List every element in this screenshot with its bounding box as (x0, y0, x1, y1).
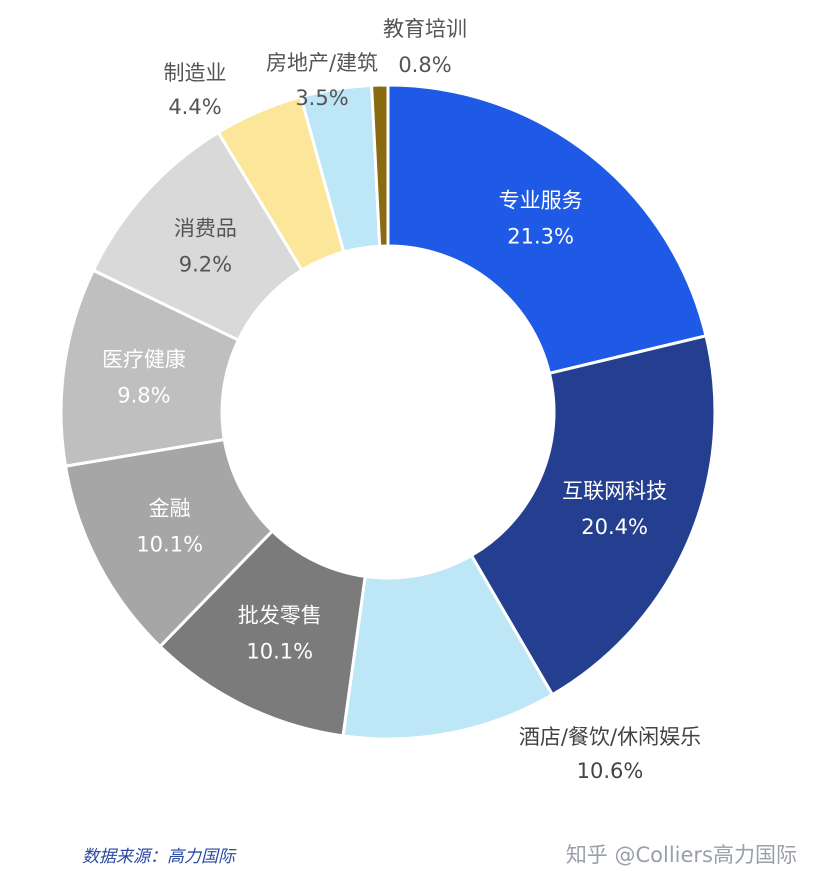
slice-category-label: 消费品 (174, 216, 237, 240)
slice-category-label: 互联网科技 (562, 479, 667, 503)
source-note: 数据来源：高力国际 (82, 847, 235, 867)
slice-category-label: 专业服务 (499, 188, 583, 212)
slice-value-label: 10.1% (246, 639, 313, 663)
slice-category-label: 医疗健康 (102, 347, 186, 371)
slice-value-label: 20.4% (581, 515, 648, 539)
donut-slice-0 (386, 83, 708, 376)
slice-value-label: 10.1% (136, 532, 203, 556)
slice-value-label: 10.6% (577, 759, 644, 783)
slice-category-label: 房地产/建筑 (266, 51, 378, 75)
slice-category-label: 批发零售 (238, 603, 322, 627)
watermark: 知乎 @Colliers高力国际 (565, 843, 797, 867)
slice-value-label: 21.3% (507, 224, 574, 248)
donut-slice-9 (370, 83, 390, 248)
slice-category-label: 教育培训 (383, 17, 467, 41)
slice-value-label: 4.4% (168, 95, 221, 119)
slice-value-label: 0.8% (398, 53, 451, 77)
slice-value-label: 3.5% (295, 86, 348, 110)
slice-category-label: 金融 (149, 496, 191, 520)
slice-category-label: 制造业 (164, 61, 227, 85)
slice-value-label: 9.2% (179, 252, 232, 276)
slice-value-label: 9.8% (117, 383, 170, 407)
donut-slice-1 (469, 334, 717, 697)
slice-category-label: 酒店/餐饮/休闲娱乐 (519, 725, 701, 749)
